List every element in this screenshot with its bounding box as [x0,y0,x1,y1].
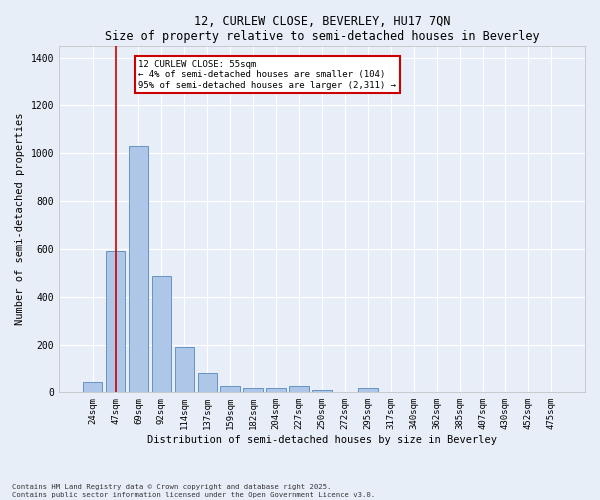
Y-axis label: Number of semi-detached properties: Number of semi-detached properties [15,112,25,325]
X-axis label: Distribution of semi-detached houses by size in Beverley: Distribution of semi-detached houses by … [147,435,497,445]
Bar [175,347,194,393]
Bar [129,146,148,392]
Bar [358,388,377,392]
Bar [106,251,125,392]
Bar [312,390,332,392]
Bar [152,276,171,392]
Text: Contains HM Land Registry data © Crown copyright and database right 2025.
Contai: Contains HM Land Registry data © Crown c… [12,484,375,498]
Title: 12, CURLEW CLOSE, BEVERLEY, HU17 7QN
Size of property relative to semi-detached : 12, CURLEW CLOSE, BEVERLEY, HU17 7QN Siz… [104,15,539,43]
Bar [220,386,240,392]
Bar [244,388,263,392]
Bar [266,388,286,392]
Bar [289,386,309,392]
Bar [83,382,103,392]
Text: 12 CURLEW CLOSE: 55sqm
← 4% of semi-detached houses are smaller (104)
95% of sem: 12 CURLEW CLOSE: 55sqm ← 4% of semi-deta… [139,60,397,90]
Bar [197,372,217,392]
